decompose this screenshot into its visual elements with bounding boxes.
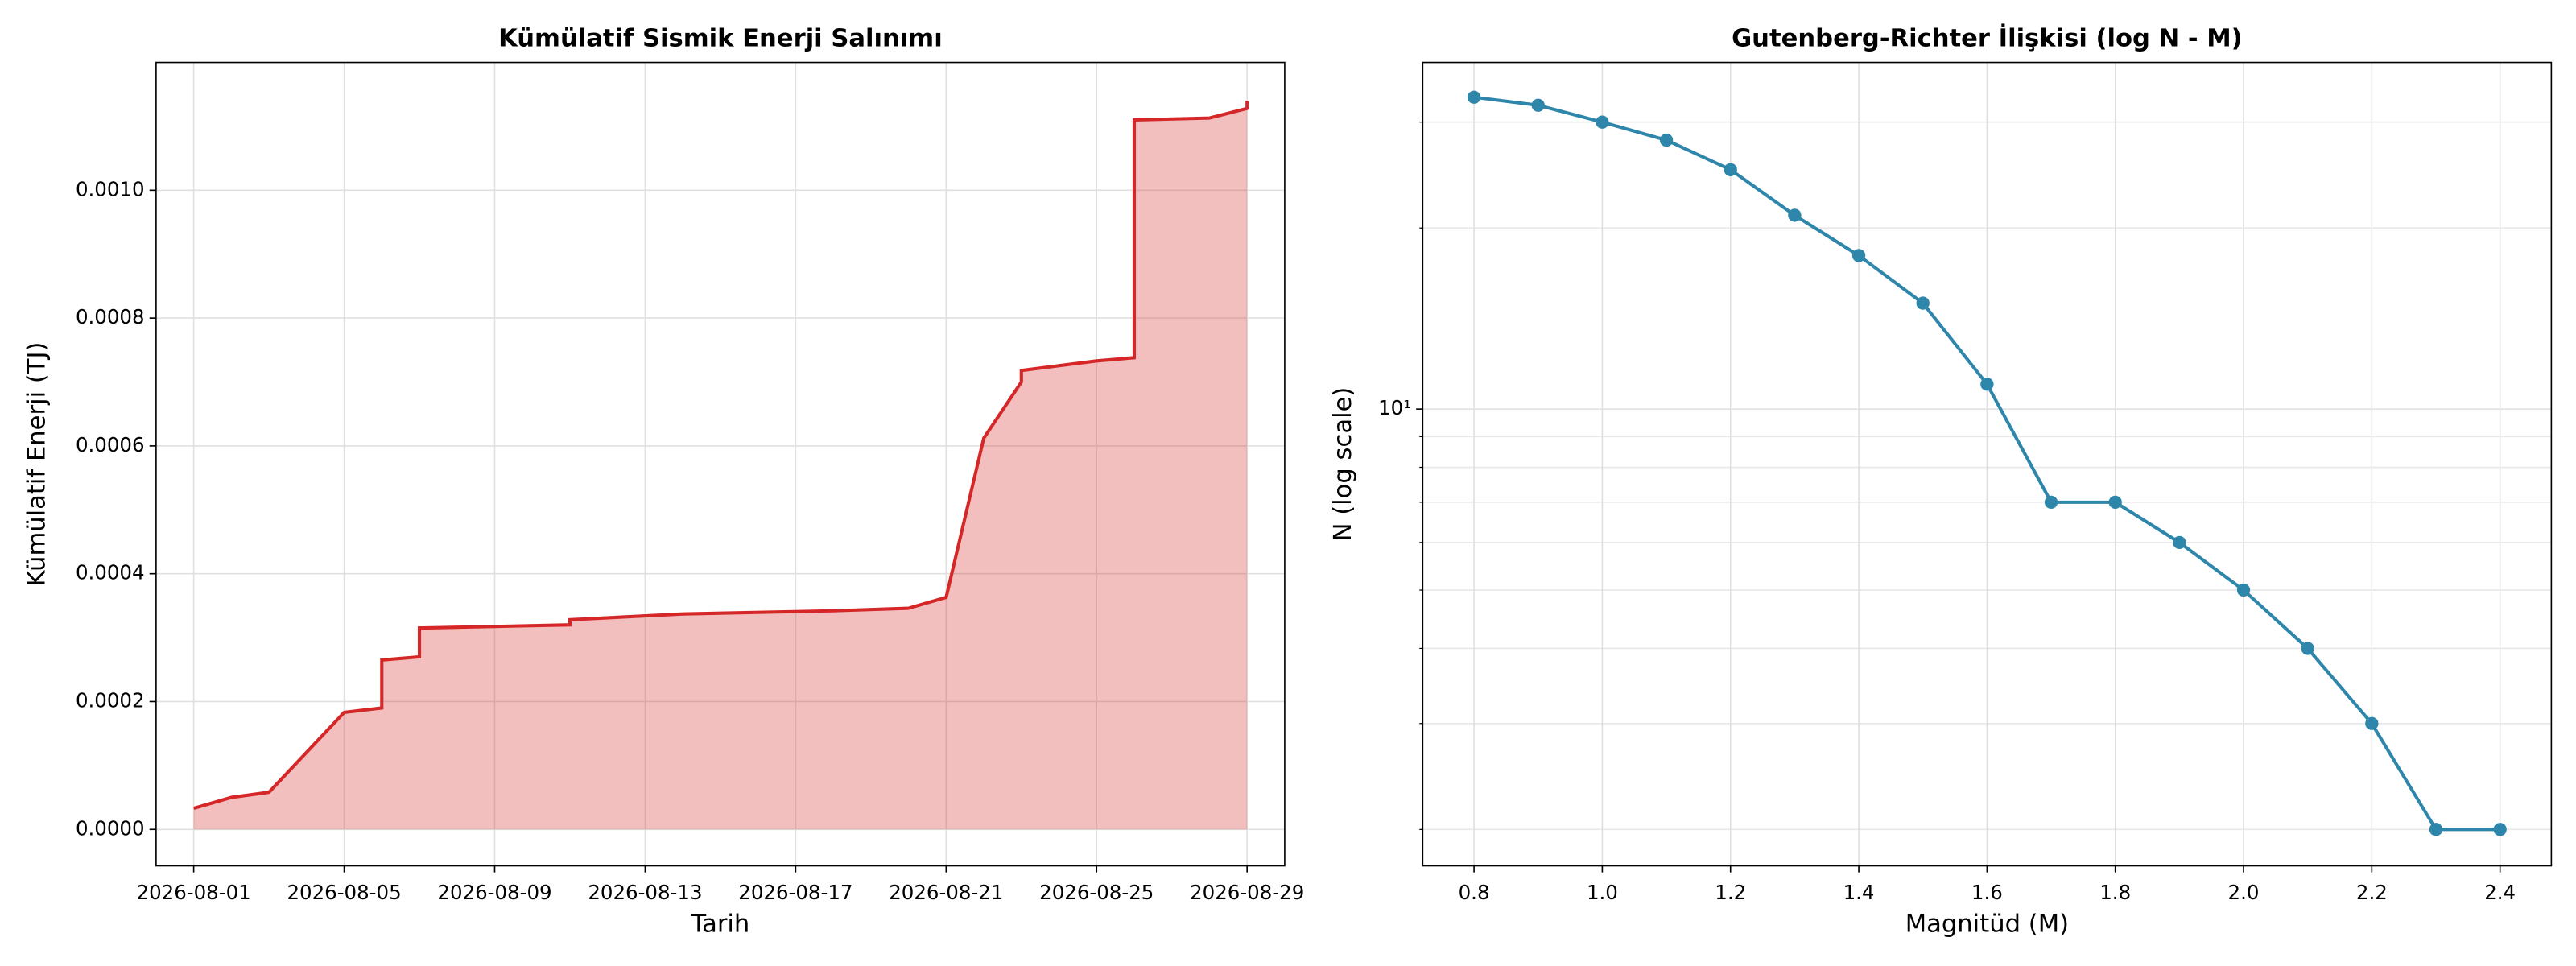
x-tick-label: 1.6 (1971, 881, 2003, 904)
x-axis-label: Tarih (690, 910, 749, 938)
marker (2173, 535, 2186, 550)
x-tick-label: 2026-08-13 (588, 881, 702, 904)
x-tick-label: 2026-08-01 (137, 881, 251, 904)
y-tick-label: 0.0000 (76, 816, 145, 840)
marker (1659, 133, 1674, 147)
marker (1531, 98, 1545, 112)
x-tick-label: 2026-08-05 (287, 881, 401, 904)
x-tick-label: 2.4 (2484, 881, 2516, 904)
x-axis-label: Magnitüd (M) (1905, 910, 2069, 938)
y-tick-label: 0.0002 (76, 688, 145, 712)
y-axis-label: N (log scale) (1329, 387, 1357, 542)
x-tick-label: 2026-08-09 (437, 881, 551, 904)
plot-frame (155, 61, 1286, 867)
marker (1916, 296, 1930, 310)
marker (2429, 823, 2443, 836)
x-tick-label: 2026-08-17 (738, 881, 852, 904)
line (193, 101, 1249, 811)
x-tick-label: 2026-08-25 (1039, 881, 1154, 904)
y-tick-label: 0.0006 (76, 433, 145, 456)
x-tick-label: 2026-08-21 (889, 881, 1003, 904)
chart-title: Kümülatif Sismik Enerji Salınımı (498, 24, 943, 52)
y-tick-label: 10¹ (1378, 396, 1411, 419)
y-tick-label: 0.0010 (76, 177, 145, 200)
marker (2365, 716, 2379, 730)
x-tick-label: 2.0 (2228, 881, 2260, 904)
plot-frame (1422, 61, 2553, 867)
x-tick-label: 1.4 (1843, 881, 1875, 904)
area (193, 101, 1248, 830)
y-axis-label: Kümülatif Enerji (TJ) (23, 342, 51, 587)
marker (2108, 495, 2122, 510)
marker (2236, 583, 2251, 597)
chart-title: Gutenberg-Richter İlişkisi (log N - M) (1732, 23, 2243, 52)
y-tick-label: 0.0008 (76, 305, 145, 328)
x-tick-label: 2.2 (2356, 881, 2388, 904)
marker (1980, 378, 1994, 391)
x-tick-label: 1.2 (1715, 881, 1746, 904)
marker (2044, 495, 2058, 510)
x-tick-label: 0.8 (1459, 881, 1490, 904)
marker (2301, 642, 2314, 655)
marker (1596, 115, 1609, 129)
marker (1852, 249, 1866, 262)
x-tick-label: 1.0 (1587, 881, 1618, 904)
x-tick-label: 2026-08-29 (1190, 881, 1304, 904)
x-tick-label: 1.8 (2099, 881, 2131, 904)
marker (1467, 90, 1481, 104)
y-tick-label: 0.0004 (76, 561, 145, 584)
marker (2493, 823, 2507, 836)
marker (1788, 208, 1802, 222)
marker (1724, 163, 1737, 176)
